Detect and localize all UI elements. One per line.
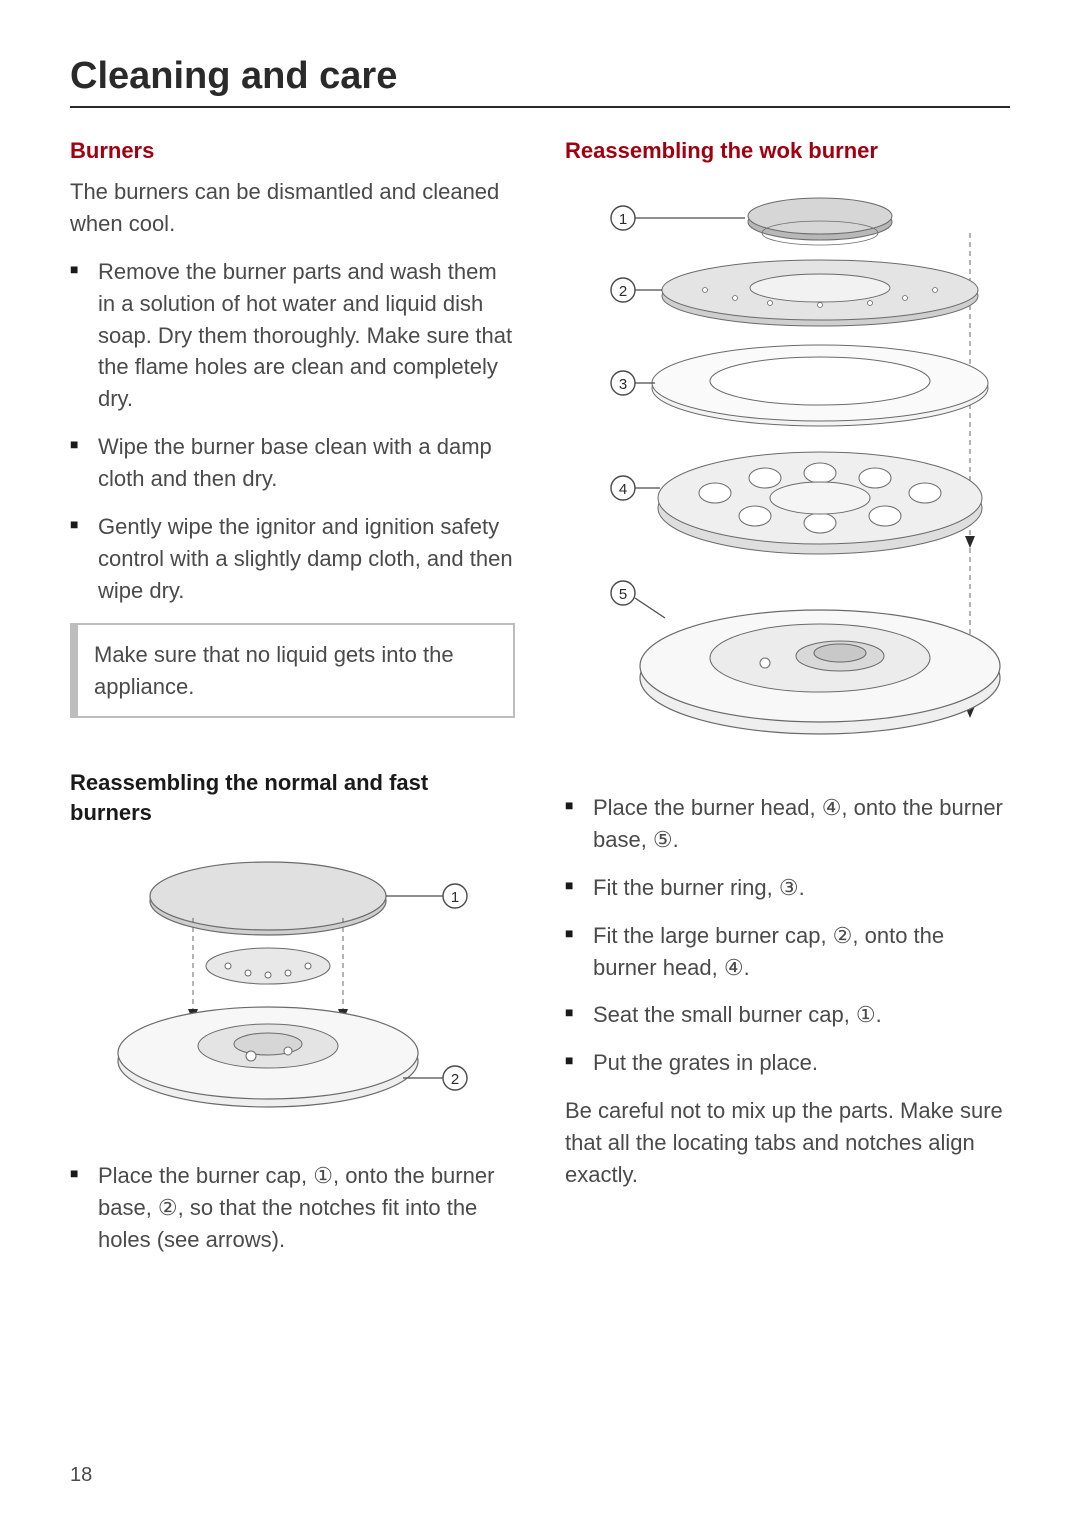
list-item: Seat the small burner cap, ①.	[565, 999, 1010, 1031]
burners-intro: The burners can be dismantled and cleane…	[70, 176, 515, 240]
warning-note: Make sure that no liquid gets into the a…	[70, 623, 515, 719]
list-item: Gently wipe the ignitor and ignition saf…	[70, 511, 515, 607]
list-item: Put the grates in place.	[565, 1047, 1010, 1079]
burners-steps: Remove the burner parts and wash them in…	[70, 256, 515, 607]
list-item: Fit the large burner cap, ②, onto the bu…	[565, 920, 1010, 984]
page-number: 18	[70, 1464, 92, 1487]
callout-2: 2	[450, 1071, 458, 1088]
callout-5: 5	[619, 586, 627, 603]
normal-burner-diagram: 1 2	[103, 846, 483, 1136]
right-column: Reassembling the wok burner 1	[565, 138, 1010, 1272]
left-column: Burners The burners can be dismantled an…	[70, 138, 515, 1272]
normal-fast-heading: Reassembling the normal and fast burners	[70, 768, 515, 827]
burners-heading: Burners	[70, 138, 515, 164]
callout-1: 1	[450, 889, 458, 906]
wok-steps: Place the burner head, ④, onto the burne…	[565, 792, 1010, 1079]
callout-2: 2	[619, 283, 627, 300]
list-item: Remove the burner parts and wash them in…	[70, 256, 515, 415]
normal-fast-steps: Place the burner cap, ①, onto the burner…	[70, 1160, 515, 1256]
wok-heading: Reassembling the wok burner	[565, 138, 1010, 164]
list-item: Wipe the burner base clean with a damp c…	[70, 431, 515, 495]
two-column-layout: Burners The burners can be dismantled an…	[70, 138, 1010, 1272]
list-item: Place the burner head, ④, onto the burne…	[565, 792, 1010, 856]
callout-1: 1	[619, 211, 627, 228]
callout-4: 4	[619, 481, 627, 498]
wok-burner-diagram: 1 2 3	[565, 178, 1025, 768]
wok-closing: Be careful not to mix up the parts. Make…	[565, 1095, 1010, 1191]
page-title: Cleaning and care	[70, 55, 1010, 108]
list-item: Place the burner cap, ①, onto the burner…	[70, 1160, 515, 1256]
list-item: Fit the burner ring, ③.	[565, 872, 1010, 904]
callout-3: 3	[619, 376, 627, 393]
